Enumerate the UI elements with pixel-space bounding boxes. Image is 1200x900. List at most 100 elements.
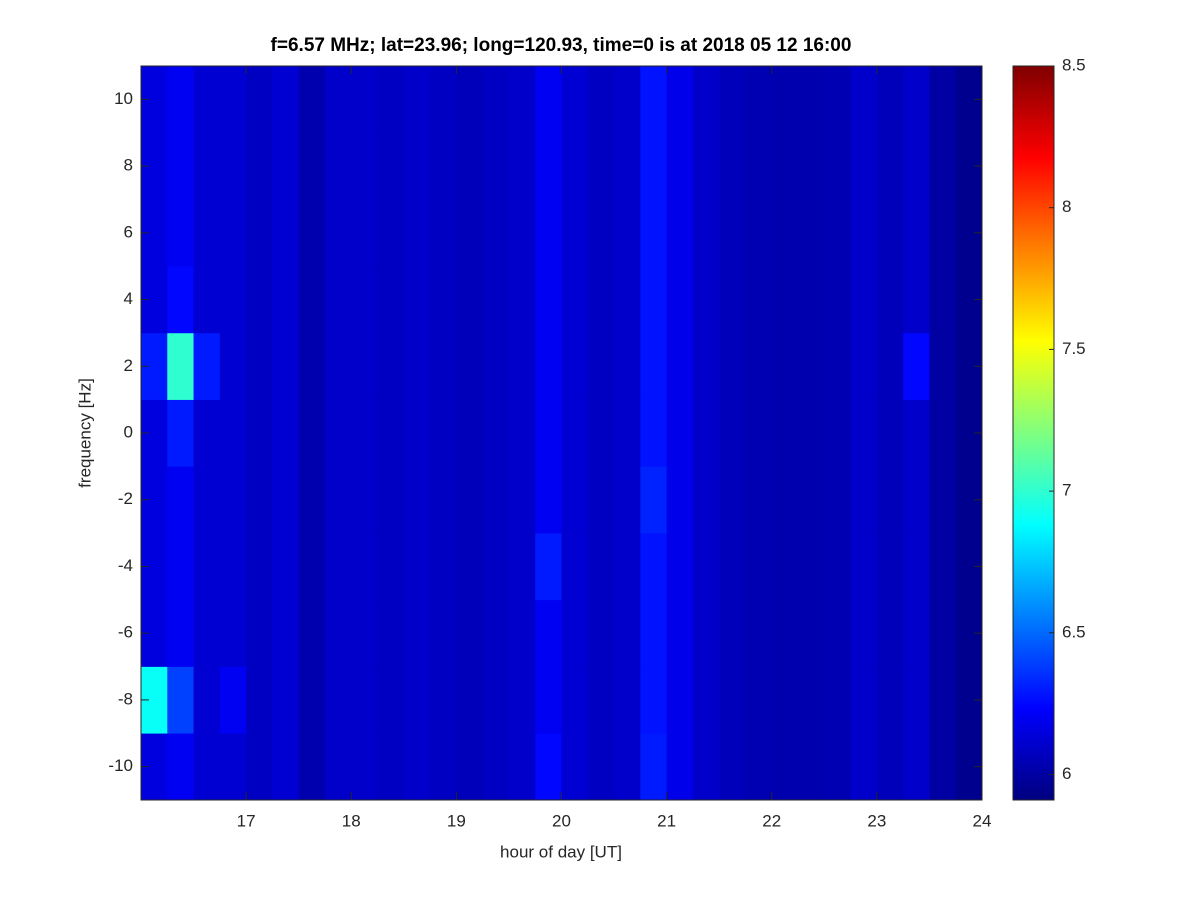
heat-cell	[535, 199, 562, 267]
heat-cell	[719, 666, 746, 734]
heat-cell	[324, 466, 352, 534]
heat-cell	[587, 199, 615, 267]
heat-cell	[193, 332, 221, 400]
heat-cell	[403, 332, 431, 400]
heat-cell	[692, 733, 720, 801]
colorbar	[1012, 65, 1055, 801]
heat-cell	[824, 599, 851, 667]
heat-cell	[666, 332, 694, 400]
heat-cell	[377, 733, 405, 801]
heat-cell	[561, 332, 589, 400]
colorbar-tick-label: 7.5	[1062, 339, 1086, 358]
y-tick-label: 0	[124, 422, 133, 441]
heat-cell	[535, 266, 562, 334]
heat-cell	[666, 466, 694, 534]
x-tick-label: 22	[762, 811, 781, 830]
heat-cell	[482, 533, 510, 601]
heat-cell	[587, 332, 615, 400]
heat-cell	[561, 533, 589, 601]
heat-cell	[876, 132, 904, 200]
heat-cell	[719, 599, 746, 667]
heat-cell	[903, 66, 930, 134]
heat-cell	[640, 66, 667, 134]
heat-cell	[745, 66, 773, 134]
x-tick-label: 18	[342, 811, 361, 830]
heat-cell	[482, 199, 510, 267]
heat-cell	[850, 466, 878, 534]
colorbar-tick-label: 8.5	[1062, 55, 1086, 74]
heat-cell	[771, 466, 799, 534]
heat-cell	[298, 199, 326, 267]
heat-cell	[587, 399, 615, 467]
heat-cell	[324, 199, 352, 267]
y-tick-label: 10	[114, 89, 133, 108]
y-tick-label: -10	[108, 756, 133, 775]
heat-cell	[692, 666, 720, 734]
heat-cell	[798, 332, 825, 400]
heat-cell	[403, 599, 431, 667]
heat-cell	[587, 599, 615, 667]
heat-cell	[745, 132, 773, 200]
heat-cell	[272, 132, 299, 200]
heat-cell	[298, 266, 326, 334]
heat-cell	[824, 66, 851, 134]
heat-cell	[692, 199, 720, 267]
heat-cell	[377, 666, 405, 734]
heat-cell	[219, 599, 247, 667]
heat-cell	[403, 266, 431, 334]
heat-cell	[324, 533, 352, 601]
heat-cell	[903, 266, 930, 334]
heat-cell	[745, 332, 773, 400]
heat-cell	[824, 332, 851, 400]
heat-cell	[535, 733, 562, 801]
colorbar-tick-label: 6	[1062, 764, 1071, 783]
heat-cell	[351, 533, 378, 601]
heat-cell	[798, 266, 825, 334]
heat-cell	[508, 266, 536, 334]
heat-cell	[456, 132, 483, 200]
heat-cell	[719, 132, 746, 200]
heat-cell	[719, 733, 746, 801]
heat-cell	[824, 266, 851, 334]
heat-cell	[456, 199, 483, 267]
heat-cell	[666, 199, 694, 267]
heat-cell	[850, 399, 878, 467]
y-tick-label: -4	[118, 556, 133, 575]
heat-cell	[798, 199, 825, 267]
heat-cell	[824, 199, 851, 267]
heat-cell	[561, 466, 589, 534]
heat-cell	[640, 599, 667, 667]
heat-cell	[298, 466, 326, 534]
heat-cell	[850, 199, 878, 267]
heat-cell	[614, 533, 641, 601]
heat-cell	[640, 332, 667, 400]
heat-cell	[824, 733, 851, 801]
heat-cell	[798, 599, 825, 667]
heat-cell	[798, 733, 825, 801]
heat-cell	[298, 66, 326, 134]
heat-cell	[561, 66, 589, 134]
heat-cell	[535, 466, 562, 534]
heat-cell	[246, 733, 273, 801]
heat-cell	[876, 666, 904, 734]
heat-cell	[351, 399, 378, 467]
heat-cell	[430, 332, 457, 400]
heat-cell	[246, 466, 273, 534]
heat-cell	[876, 533, 904, 601]
heat-cell	[824, 466, 851, 534]
heat-cell	[219, 199, 247, 267]
heat-cell	[508, 599, 536, 667]
heat-cell	[298, 666, 326, 734]
heat-cell	[508, 332, 536, 400]
x-tick-label: 21	[657, 811, 676, 830]
heat-cell	[745, 666, 773, 734]
heat-cell	[430, 599, 457, 667]
heat-cell	[324, 266, 352, 334]
colorbar-tick-label: 8	[1062, 197, 1071, 216]
heat-cell	[587, 666, 615, 734]
heat-cell	[876, 599, 904, 667]
heat-cell	[167, 533, 194, 601]
heat-cell	[535, 332, 562, 400]
heat-cell	[219, 733, 247, 801]
heat-cell	[272, 266, 299, 334]
